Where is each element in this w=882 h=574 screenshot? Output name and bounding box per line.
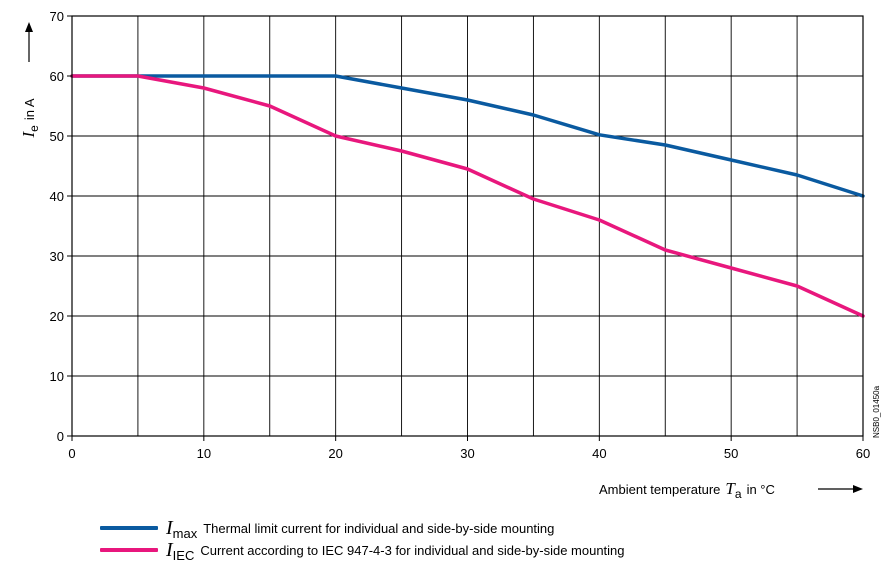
x-tick-label: 50 <box>724 446 738 461</box>
legend-symbol-imax: I <box>166 517 173 539</box>
svg-text:Iein A: Ie in A <box>19 98 41 138</box>
series-lines <box>70 74 865 318</box>
x-tick-label: 60 <box>856 446 870 461</box>
legend-symbol-iiec: I <box>166 539 173 561</box>
y-tick-label: 70 <box>50 9 64 24</box>
x-axis-arrow <box>818 485 863 493</box>
legend-description-iiec: Current according to IEC 947-4-3 for ind… <box>200 542 625 558</box>
tick-labels: 0 10 20 30 40 50 60 70 0 10 20 30 40 50 60 <box>50 9 871 461</box>
x-tick-label: 40 <box>592 446 606 461</box>
y-axis-unit: in A <box>22 98 37 120</box>
legend-subscript-imax: max <box>172 525 198 541</box>
x-axis-subscript: a <box>735 487 742 501</box>
legend-item-imax: I max Thermal limit current for individu… <box>100 517 820 541</box>
legend-swatch-iiec <box>100 548 158 552</box>
y-tick-label: 30 <box>50 249 64 264</box>
x-axis-label: Ambient temperature Ta in °C <box>599 479 775 501</box>
series-line-imax <box>70 74 865 198</box>
legend-item-iiec: I IEC Current according to IEC 947-4-3 f… <box>100 539 820 563</box>
y-tick-label: 20 <box>50 309 64 324</box>
y-tick-label: 10 <box>50 369 64 384</box>
x-axis-unit: in °C <box>747 482 775 497</box>
grid <box>72 16 863 436</box>
x-axis-symbol: T <box>725 479 736 498</box>
x-tick-label: 30 <box>460 446 474 461</box>
legend: I max Thermal limit current for individu… <box>100 517 820 563</box>
y-tick-label: 40 <box>50 189 64 204</box>
x-tick-label: 0 <box>68 446 75 461</box>
legend-swatch-imax <box>100 526 158 530</box>
y-axis-symbol: I <box>19 131 38 139</box>
y-axis-arrow <box>25 22 33 62</box>
figure-code-label: NSB0_01450a <box>872 385 881 438</box>
y-tick-label: 50 <box>50 129 64 144</box>
x-tick-label: 20 <box>328 446 342 461</box>
y-axis-label: Ie in A <box>19 98 41 138</box>
series-line-iiec <box>70 74 865 318</box>
x-tick-label: 10 <box>197 446 211 461</box>
y-tick-label: 0 <box>57 429 64 444</box>
y-tick-label: 60 <box>50 69 64 84</box>
y-axis-subscript: e <box>27 125 41 132</box>
x-axis-prefix: Ambient temperature <box>599 482 720 497</box>
legend-description-imax: Thermal limit current for individual and… <box>203 520 555 536</box>
legend-subscript-iiec: IEC <box>172 547 195 563</box>
